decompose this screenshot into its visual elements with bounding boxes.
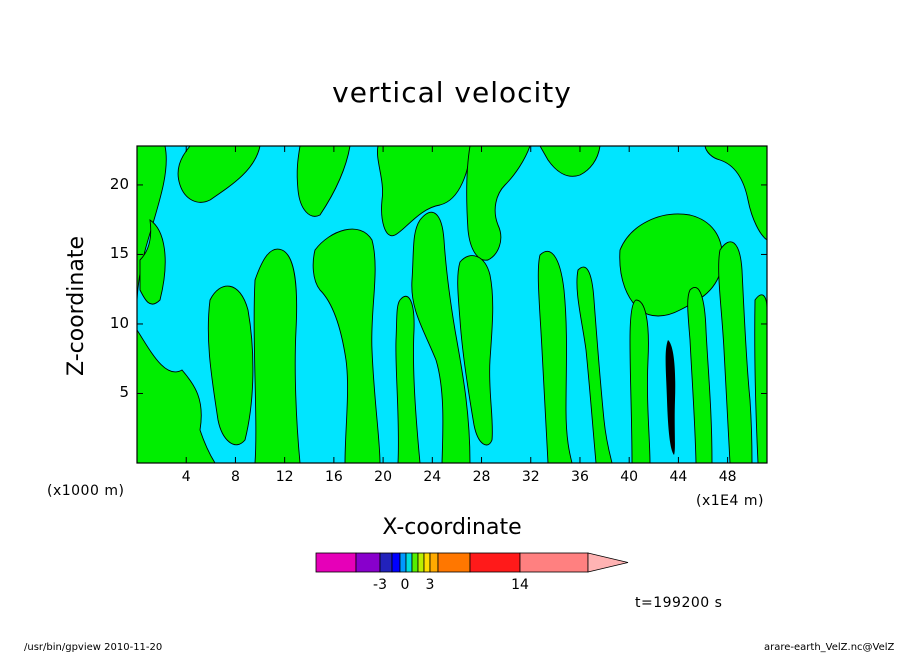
y-tick-label: 15 bbox=[109, 244, 129, 263]
y-tick-label: 20 bbox=[109, 174, 129, 193]
x-tick-label: 48 bbox=[718, 469, 737, 485]
colorbar-swatch bbox=[423, 552, 431, 573]
colorbar-swatch bbox=[469, 552, 521, 573]
x-tick-label: 24 bbox=[423, 469, 442, 485]
x-unit-right: (x1E4 m) bbox=[696, 493, 764, 509]
colorbar-swatch bbox=[405, 552, 413, 573]
x-axis-label: X-coordinate bbox=[382, 515, 522, 540]
colorbar-swatch bbox=[315, 552, 357, 573]
positive-velocity-region bbox=[253, 248, 301, 464]
positive-velocity-region bbox=[466, 145, 531, 261]
positive-velocity-region bbox=[629, 299, 651, 464]
positive-velocity-region bbox=[457, 255, 494, 446]
positive-velocity-region bbox=[576, 266, 613, 464]
colorbar-swatch bbox=[519, 552, 589, 573]
positive-velocity-region bbox=[207, 285, 254, 446]
x-unit-left: (x1000 m) bbox=[47, 483, 125, 499]
colorbar-swatch bbox=[437, 552, 471, 573]
colorbar-swatch bbox=[379, 552, 393, 573]
x-tick-label: 32 bbox=[521, 469, 540, 485]
footer-left: /usr/bin/gpview 2010-11-20 bbox=[24, 642, 163, 653]
positive-velocity-region bbox=[704, 145, 768, 241]
positive-velocity-region bbox=[376, 145, 471, 237]
x-tick-label: 12 bbox=[275, 469, 294, 485]
x-tick-label: 8 bbox=[230, 469, 240, 485]
strong-updraft-core bbox=[665, 340, 676, 455]
x-tick-label: 16 bbox=[324, 469, 343, 485]
positive-velocity-region bbox=[754, 294, 768, 464]
positive-velocity-region bbox=[718, 241, 753, 464]
y-tick-label: 5 bbox=[119, 383, 129, 402]
x-tick-label: 20 bbox=[374, 469, 392, 485]
colorbar-swatch bbox=[355, 552, 381, 573]
y-tick-label: 10 bbox=[109, 313, 129, 332]
chart-title: vertical velocity bbox=[332, 76, 572, 109]
positive-velocity-region bbox=[537, 250, 573, 464]
x-tick-label: 36 bbox=[571, 469, 589, 485]
x-tick-label: 4 bbox=[181, 469, 191, 485]
colorbar-swatch bbox=[399, 552, 407, 573]
colorbar-extension bbox=[587, 552, 629, 573]
colorbar-tick-label: -3 bbox=[373, 577, 387, 593]
y-axis-label: Z-coordinate bbox=[64, 236, 89, 376]
x-tick-label: 28 bbox=[472, 469, 491, 485]
plot-frame bbox=[136, 145, 768, 464]
positive-velocity-region bbox=[139, 219, 166, 305]
colorbar-swatch bbox=[411, 552, 419, 573]
colorbar-swatch bbox=[391, 552, 401, 573]
positive-velocity-region bbox=[539, 145, 601, 177]
x-tick-label: 44 bbox=[669, 469, 688, 485]
x-tick-label: 40 bbox=[620, 469, 639, 485]
colorbar-tick-label: 3 bbox=[425, 577, 435, 593]
positive-velocity-region bbox=[296, 145, 351, 217]
positive-velocity-region bbox=[177, 145, 261, 203]
colorbar-swatch bbox=[417, 552, 425, 573]
colorbar-tick-label: 14 bbox=[511, 577, 529, 593]
colorbar-swatch bbox=[429, 552, 439, 573]
colorbar-tick-label: 0 bbox=[400, 577, 410, 593]
footer-right: arare-earth_VelZ.nc@VelZ bbox=[764, 642, 895, 653]
time-label: t=199200 s bbox=[635, 595, 723, 611]
positive-velocity-region bbox=[136, 328, 216, 464]
